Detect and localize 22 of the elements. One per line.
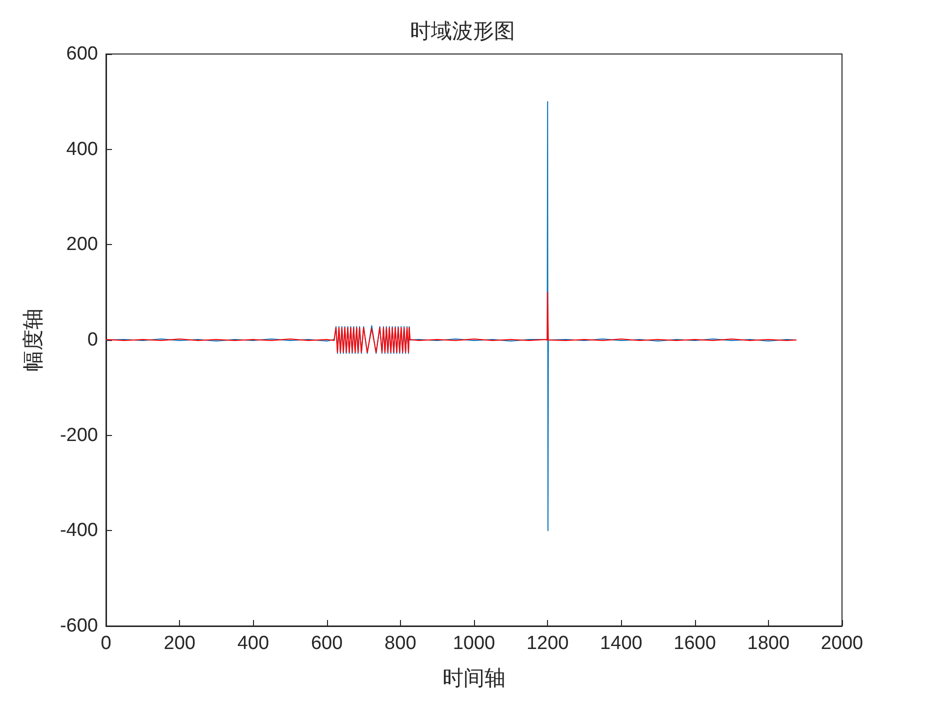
y-tick-label: 600 xyxy=(66,44,98,64)
x-tick-label: 200 xyxy=(164,633,196,654)
x-tick-label: 1400 xyxy=(600,633,642,654)
x-tick-label: 400 xyxy=(237,633,270,654)
x-tick-label: 0 xyxy=(100,633,112,654)
y-tick-label: 400 xyxy=(66,138,98,160)
x-tick-label: 1800 xyxy=(747,633,790,654)
y-axis-title: 幅度轴 xyxy=(22,308,45,372)
x-tick-label: 1000 xyxy=(452,633,496,654)
line-series xyxy=(106,292,796,353)
chart-title: 时域波形图 xyxy=(410,20,515,43)
y-tick-label: -600 xyxy=(60,616,98,636)
x-tick-label: 1200 xyxy=(526,633,569,654)
x-tick-label: 600 xyxy=(310,633,343,654)
y-tick-label: 200 xyxy=(66,234,98,256)
y-tick-label: -200 xyxy=(60,424,98,446)
x-tick-label: 1600 xyxy=(674,633,716,654)
y-tick-label: -400 xyxy=(60,520,98,542)
y-tick-label: 0 xyxy=(87,330,98,350)
x-axis-title: 时间轴 xyxy=(442,667,506,690)
x-tick-label: 2000 xyxy=(820,633,864,654)
x-tick-label: 800 xyxy=(384,633,416,654)
